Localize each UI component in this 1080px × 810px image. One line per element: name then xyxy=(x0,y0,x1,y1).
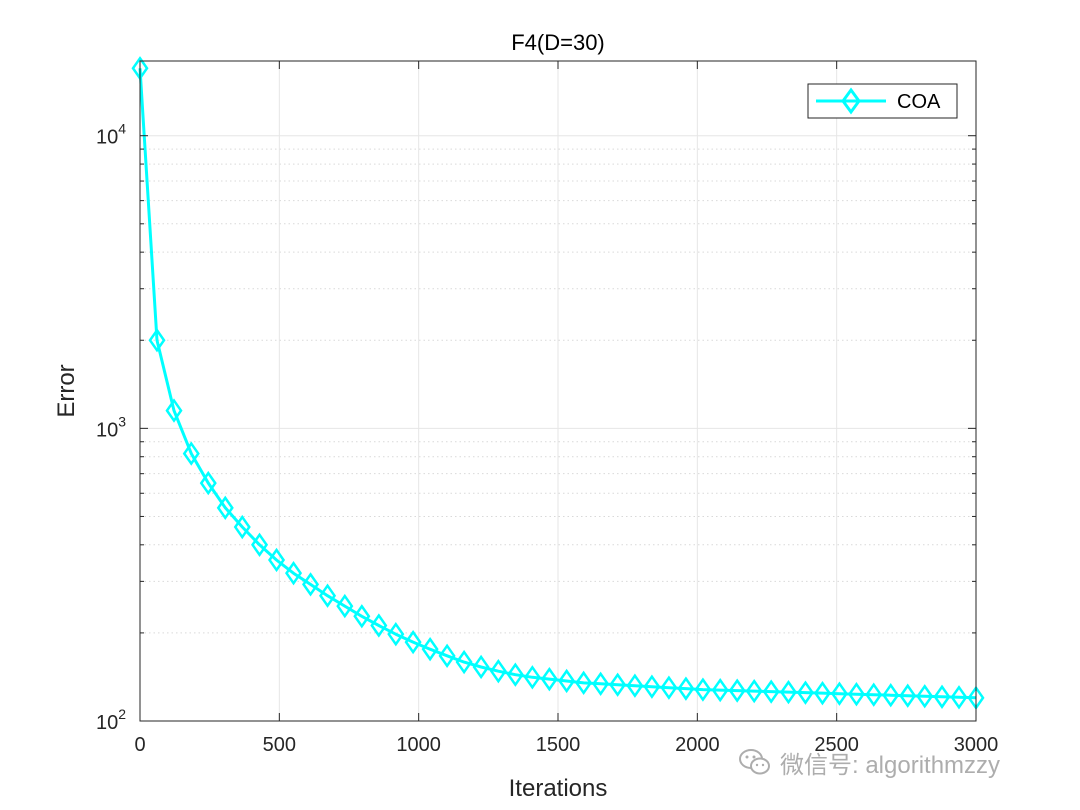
data-point-marker xyxy=(302,572,320,597)
data-point-marker xyxy=(387,622,405,647)
data-point-marker xyxy=(865,682,883,707)
data-point-marker xyxy=(575,670,593,696)
data-point-marker xyxy=(148,328,166,353)
data-point-marker xyxy=(216,495,234,521)
data-point-marker xyxy=(779,679,797,705)
data-point-marker xyxy=(506,662,524,687)
data-point-marker xyxy=(404,629,422,655)
data-point-marker xyxy=(251,532,269,557)
y-tick-label: 104 xyxy=(96,121,126,149)
data-point-marker xyxy=(933,684,951,709)
data-point-marker xyxy=(728,678,746,703)
data-point-marker xyxy=(489,658,507,684)
data-point-marker xyxy=(830,681,848,706)
x-axis-label: Iterations xyxy=(509,775,608,802)
data-point-marker xyxy=(182,441,200,466)
x-tick-label: 1500 xyxy=(536,734,581,756)
data-point-marker xyxy=(592,671,610,696)
y-tick-label: 103 xyxy=(96,413,126,441)
x-tick-label: 2500 xyxy=(814,734,859,756)
data-point-marker xyxy=(455,649,473,675)
data-point-marker xyxy=(950,685,968,710)
data-point-marker xyxy=(677,676,695,701)
watermark: 微信号: algorithmzzy xyxy=(738,744,1058,780)
y-tick-labels: 102 103 104 xyxy=(96,121,126,734)
data-point-marker xyxy=(540,666,558,692)
data-point-marker xyxy=(370,613,388,638)
data-point-marker xyxy=(336,593,354,619)
x-tick-label: 500 xyxy=(263,734,296,756)
data-point-marker xyxy=(745,678,763,704)
data-point-marker xyxy=(319,583,337,608)
x-tick-label: 0 xyxy=(134,734,145,756)
data-point-marker xyxy=(472,654,490,680)
data-point-marker xyxy=(626,673,644,698)
data-point-marker xyxy=(165,398,183,423)
tick-marks xyxy=(139,61,977,722)
x-tick-label: 3000 xyxy=(954,734,999,756)
x-tick-label: 2000 xyxy=(675,734,720,756)
y-tick-label: 102 xyxy=(96,706,126,734)
x-tick-labels: 0 500 1000 1500 2000 2500 3000 xyxy=(134,734,998,756)
series-layer xyxy=(131,56,985,711)
legend-label: COA xyxy=(897,91,941,113)
data-point-marker xyxy=(762,679,780,704)
data-point-marker xyxy=(268,547,286,573)
y-axis-label: Error xyxy=(53,364,80,417)
data-point-marker xyxy=(643,674,661,699)
data-point-marker xyxy=(421,636,439,662)
data-point-marker xyxy=(813,680,831,706)
data-point-marker xyxy=(660,675,678,700)
data-point-marker xyxy=(882,683,900,708)
data-point-marker xyxy=(694,677,712,702)
data-point-marker xyxy=(899,683,917,708)
legend: COA xyxy=(807,83,958,119)
data-point-marker xyxy=(558,668,576,694)
data-point-marker xyxy=(233,514,251,540)
wechat-icon xyxy=(739,749,770,775)
data-point-marker xyxy=(438,643,456,669)
data-point-marker xyxy=(199,470,217,496)
data-point-marker xyxy=(916,684,934,709)
x-tick-label: 1000 xyxy=(396,734,441,756)
data-point-marker xyxy=(353,604,371,629)
data-point-marker xyxy=(609,672,627,697)
data-point-marker xyxy=(796,680,814,705)
data-point-marker xyxy=(523,665,541,690)
data-point-marker xyxy=(847,681,865,707)
data-point-marker xyxy=(711,677,729,703)
series-line-coa xyxy=(138,68,977,700)
data-point-marker xyxy=(285,560,303,586)
legend-marker xyxy=(841,87,861,115)
watermark-text: 微信号: algorithmzzy xyxy=(780,751,1001,779)
chart-title: F4(D=30) xyxy=(511,30,605,55)
